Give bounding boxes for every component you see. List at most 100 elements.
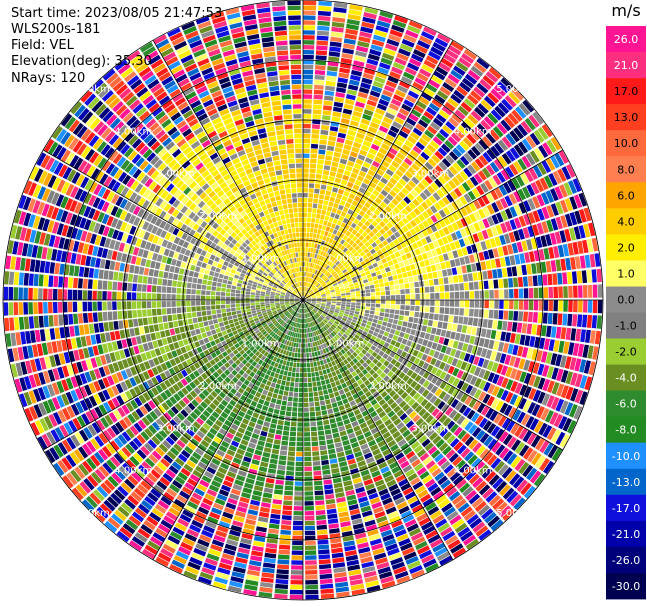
gate-cell — [333, 151, 341, 158]
gate-cell — [363, 478, 374, 486]
gate-cell — [405, 205, 413, 213]
gate-cell — [307, 372, 312, 378]
gate-cell — [415, 305, 420, 312]
gate-cell — [291, 565, 303, 570]
gate-cell — [498, 464, 509, 476]
gate-cell — [368, 255, 374, 261]
gate-cell — [365, 483, 375, 491]
gate-cell — [371, 300, 376, 304]
gate-cell — [171, 559, 185, 569]
gate-cell — [478, 251, 485, 261]
gate-cell — [390, 339, 397, 346]
gate-cell — [507, 179, 517, 192]
gate-cell — [568, 285, 573, 298]
gate-cell — [415, 485, 426, 495]
gate-cell — [282, 316, 287, 320]
gate-cell — [383, 197, 391, 205]
gate-cell — [558, 340, 565, 353]
gate-cell — [240, 406, 248, 413]
gate-cell — [331, 21, 345, 28]
gate-cell — [449, 300, 455, 307]
gate-cell — [313, 465, 321, 471]
gate-cell — [367, 169, 376, 177]
gate-cell — [324, 309, 329, 313]
gate-cell — [356, 294, 361, 297]
gate-cell — [199, 534, 212, 543]
gate-cell — [361, 224, 368, 231]
gate-cell — [90, 454, 101, 467]
gate-cell — [379, 164, 388, 172]
gate-cell — [448, 409, 458, 419]
gate-cell — [319, 334, 323, 339]
gate-cell — [201, 567, 215, 576]
gate-cell — [133, 375, 142, 385]
gate-cell — [485, 349, 493, 359]
gate-cell — [395, 452, 405, 461]
gate-cell — [586, 238, 594, 253]
gate-cell — [375, 231, 382, 238]
gate-cell — [356, 491, 367, 499]
gate-cell — [304, 272, 306, 277]
gate-cell — [332, 281, 337, 285]
gate-cell — [435, 300, 440, 307]
gate-cell — [513, 288, 519, 299]
gate-cell — [387, 370, 394, 378]
gate-cell — [463, 353, 471, 362]
gate-cell — [343, 387, 350, 393]
gate-cell — [380, 304, 386, 308]
gate-cell — [416, 395, 425, 404]
gate-cell — [368, 281, 374, 286]
gate-cell — [451, 212, 460, 221]
gate-cell — [472, 400, 482, 411]
gate-cell — [252, 385, 259, 391]
gate-cell — [217, 415, 226, 423]
gate-cell — [526, 348, 534, 360]
gate-cell — [263, 400, 270, 407]
gate-cell — [506, 453, 518, 465]
gate-cell — [382, 448, 391, 457]
gate-cell — [309, 291, 314, 295]
gate-cell — [388, 318, 394, 324]
gate-cell — [346, 258, 352, 263]
gate-cell — [356, 379, 363, 386]
gate-cell — [434, 165, 444, 175]
gate-cell — [396, 134, 406, 143]
gate-cell — [324, 270, 329, 275]
gate-cell — [469, 365, 477, 375]
gate-cell — [413, 234, 420, 242]
gate-cell — [353, 527, 366, 535]
gate-cell — [303, 338, 306, 343]
gate-cell — [230, 388, 237, 395]
gate-cell — [303, 153, 310, 158]
gate-cell — [410, 288, 415, 294]
gate-cell — [269, 458, 278, 465]
gate-cell — [271, 332, 276, 338]
gate-cell — [250, 322, 256, 327]
gate-cell — [382, 431, 391, 439]
gate-cell — [307, 377, 312, 383]
gate-cell — [345, 243, 352, 249]
gate-cell — [227, 585, 242, 593]
gate-cell — [330, 289, 335, 293]
gate-cell — [584, 254, 591, 268]
gate-cell — [343, 144, 352, 151]
gate-cell — [266, 369, 272, 376]
gate-cell — [432, 435, 442, 445]
gate-cell — [310, 304, 315, 308]
gate-cell — [385, 134, 395, 142]
gate-cell — [468, 282, 474, 290]
gate-cell — [356, 302, 361, 306]
gate-cell — [410, 294, 415, 300]
gate-cell — [366, 300, 371, 303]
gate-cell — [327, 340, 332, 346]
gate-cell — [333, 106, 343, 113]
gate-cell — [458, 404, 468, 414]
gate-cell — [568, 300, 573, 312]
gate-cell — [360, 469, 370, 477]
gate-cell — [282, 322, 287, 327]
gate-cell — [310, 316, 314, 322]
gate-cell — [332, 477, 342, 484]
gate-cell — [463, 48, 477, 60]
gate-cell — [129, 440, 139, 451]
gate-cell — [157, 552, 172, 563]
